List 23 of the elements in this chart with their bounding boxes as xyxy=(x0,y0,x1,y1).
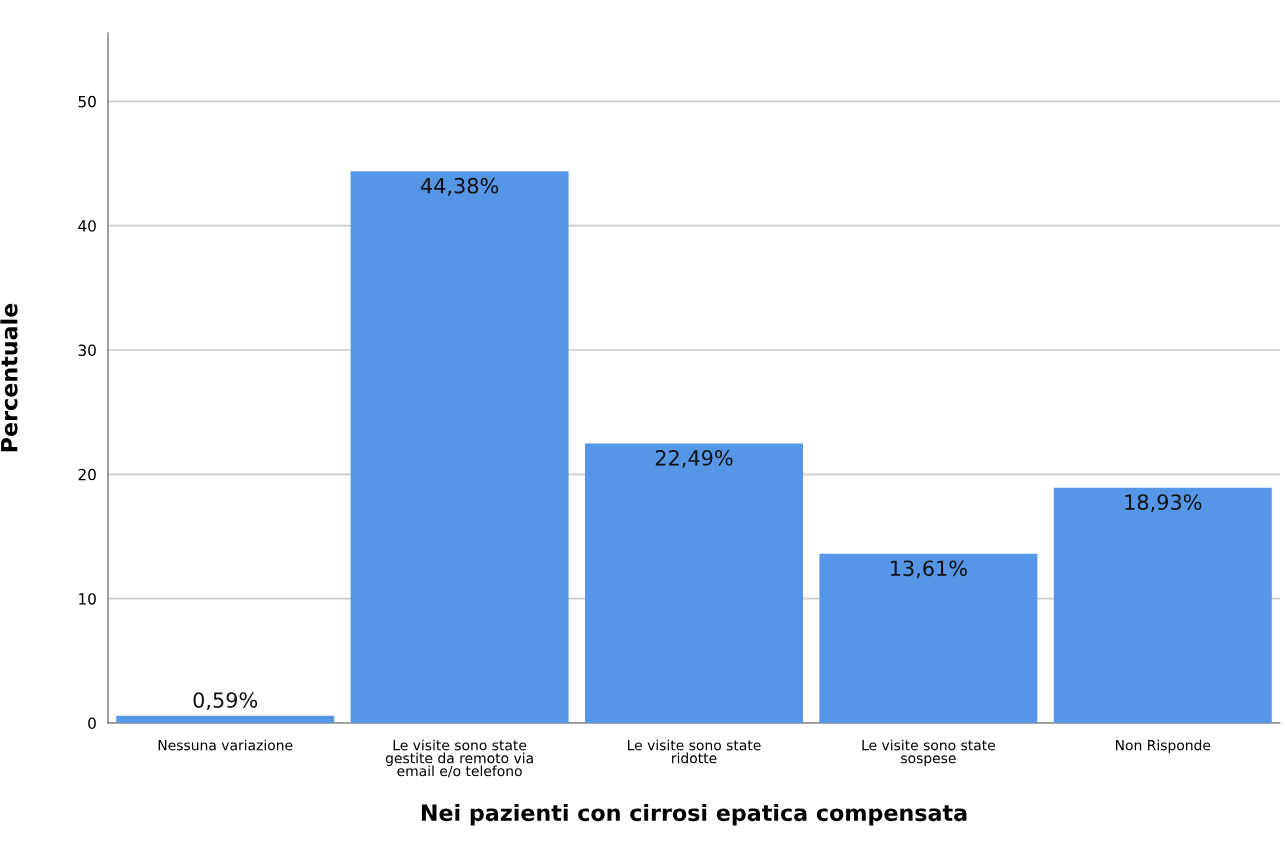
bar xyxy=(1053,487,1272,723)
data-label: 0,59% xyxy=(193,692,258,711)
data-label: 18,93% xyxy=(1125,494,1202,513)
y-tick-label: 20 xyxy=(78,468,96,481)
bar xyxy=(116,715,335,723)
y-tick-label: 10 xyxy=(79,593,96,605)
data-label: 22,49% xyxy=(655,449,733,468)
x-tick-label: Le visite sono state gestite da remoto via email e/o telefono xyxy=(385,739,533,778)
x-tick-label: Le visite sono state ridotte xyxy=(628,739,761,764)
bar xyxy=(585,443,803,723)
x-axis-title: Nei pazienti con cirrosi epatica compensata xyxy=(421,803,967,826)
x-tick-label: Nessuna variazione xyxy=(158,739,293,751)
bar xyxy=(350,171,569,723)
y-tick-label: 30 xyxy=(78,344,96,357)
y-tick-label: 0 xyxy=(88,717,96,730)
y-axis-title: Percentuale xyxy=(0,303,18,452)
y-tick-label: 40 xyxy=(78,220,96,232)
x-tick-label: Non Risponde xyxy=(1116,739,1211,754)
bar xyxy=(819,553,1038,723)
data-label: 13,61% xyxy=(890,560,967,579)
x-tick-label: Le visite sono state sospese xyxy=(862,739,995,767)
y-tick-label: 50 xyxy=(78,95,96,108)
data-label: 44,38% xyxy=(420,177,499,196)
